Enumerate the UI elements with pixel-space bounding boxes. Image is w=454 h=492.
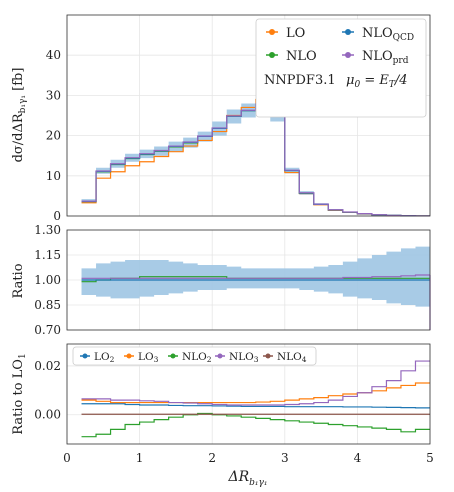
y-tick-label: 40 bbox=[46, 48, 61, 62]
legend-entry-nlo4: NLO4 bbox=[263, 351, 307, 364]
y-tick-label: 0.85 bbox=[34, 298, 61, 312]
ratio-series-nlo-prd bbox=[81, 274, 430, 279]
svg-text:NLO2: NLO2 bbox=[182, 351, 212, 364]
legend-entry-lo2: LO2 bbox=[80, 351, 115, 364]
main-ylabel: dσ/dΔRb₁γ₁ [fb] bbox=[11, 68, 28, 163]
svg-text:NLO4: NLO4 bbox=[277, 351, 307, 364]
y-tick-label: 0.70 bbox=[34, 323, 61, 337]
y-tick-label: 20 bbox=[46, 129, 61, 143]
lo1-series-nlo3 bbox=[81, 360, 430, 406]
lo1-series-lo3 bbox=[81, 382, 430, 404]
ratio-uncertainty-band bbox=[81, 246, 431, 307]
lo1-legend: LO2 LO3 NLO2 NLO3 NLO4 bbox=[72, 346, 317, 366]
x-tick-label: 0 bbox=[63, 451, 71, 465]
scale-uncertainty-band bbox=[81, 99, 431, 216]
y-tick-label: 0.02 bbox=[34, 359, 61, 373]
ratio-panel: 0.70 0.85 1.00 1.15 1.30 Ratio bbox=[11, 223, 431, 337]
ratio-ylabel: Ratio bbox=[11, 263, 26, 298]
main-panel-frame bbox=[66, 14, 431, 217]
legend-entry-nlo2: NLO2 bbox=[168, 351, 212, 364]
legend-entry-nlo: NLO bbox=[266, 49, 317, 64]
svg-text:NLO3: NLO3 bbox=[229, 351, 259, 364]
lo1-ratio-panel: 0.00 0.02 0 1 2 3 4 5 Ratio to LO1 ΔRb₁γ₁ LO2 … bbox=[11, 343, 434, 488]
legend-entry-lo: LO bbox=[266, 26, 305, 41]
legend-entry-lo3: LO3 bbox=[124, 351, 159, 364]
svg-text:NLO: NLO bbox=[286, 49, 317, 64]
legend-entry-nlo3: NLO3 bbox=[215, 351, 259, 364]
svg-text:LO3: LO3 bbox=[138, 351, 159, 364]
y-tick-label: 0 bbox=[53, 209, 61, 223]
ratio-panel-frame bbox=[66, 229, 431, 331]
svg-text:LO: LO bbox=[286, 26, 305, 41]
x-axis-label: ΔRb₁γ₁ bbox=[227, 469, 267, 488]
lo1-ylabel: Ratio to LO1 bbox=[11, 353, 28, 434]
x-tick-label: 3 bbox=[281, 451, 289, 465]
y-tick-label: 30 bbox=[46, 88, 61, 102]
x-tick-label: 2 bbox=[208, 451, 216, 465]
main-legend: LO NLOQCD NLO NLOprd NNPDF3.1 μ0 = ET/4 bbox=[255, 18, 427, 118]
x-tick-label: 4 bbox=[354, 451, 362, 465]
y-tick-label: 1.15 bbox=[34, 248, 61, 262]
x-tick-label: 5 bbox=[426, 451, 434, 465]
lo1-panel-frame bbox=[66, 343, 431, 445]
y-tick-label: 0.00 bbox=[34, 408, 61, 422]
y-tick-label: 10 bbox=[46, 169, 61, 183]
y-tick-label: 1.00 bbox=[34, 273, 61, 287]
pdf-set-label: NNPDF3.1 bbox=[264, 73, 336, 88]
svg-text:LO2: LO2 bbox=[94, 351, 115, 364]
y-tick-label: 1.30 bbox=[34, 223, 61, 237]
lo1-series-lo2 bbox=[81, 403, 430, 409]
lo1-series-nlo2 bbox=[81, 412, 430, 438]
x-tick-label: 1 bbox=[136, 451, 144, 465]
